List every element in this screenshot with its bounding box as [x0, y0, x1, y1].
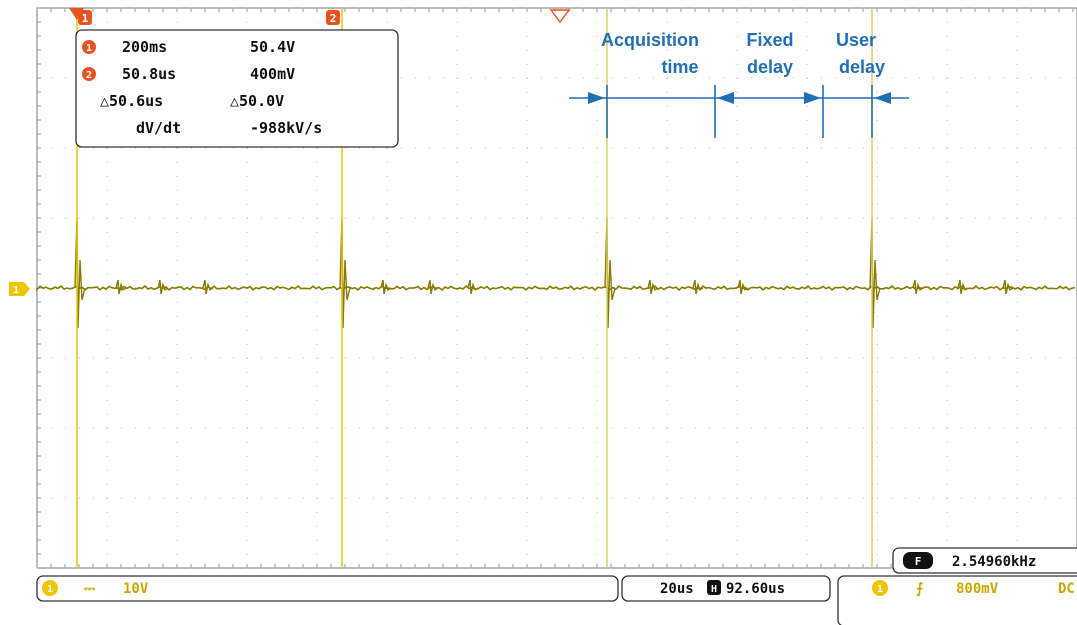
- timing-annotations: Acquisition time Fixed delay User delay: [601, 30, 885, 77]
- coupling-icon: ⎓: [84, 581, 96, 597]
- delta-voltage: △50.0V: [230, 92, 284, 110]
- acquisition-label-line2: time: [661, 57, 698, 77]
- trigger-level[interactable]: 800mV: [956, 581, 999, 597]
- slope-value: -988kV/s: [250, 119, 322, 137]
- trigger-slope-icon: ⨍: [916, 581, 923, 597]
- cursor-2-marker[interactable]: 2: [326, 10, 340, 25]
- slope-label: dV/dt: [136, 119, 181, 137]
- cursor-1-row-marker: 1: [86, 43, 92, 54]
- cursor-readout-panel: 1 200ms 50.4V 2 50.8us 400mV △50.6us △50…: [75, 29, 399, 148]
- user-delay-label-line1: User: [836, 30, 876, 50]
- cursor-1-time: 200ms: [122, 38, 167, 56]
- trigger-position-marker[interactable]: [549, 9, 571, 24]
- cursor-1-marker[interactable]: 1: [69, 8, 92, 25]
- cursor-1-voltage: 50.4V: [250, 38, 295, 56]
- status-bar: 1 ⎓ 10V 20us H 92.60us F 2.54960kHz 1 ⨍ …: [36, 547, 1077, 625]
- volts-per-div[interactable]: 10V: [123, 581, 149, 597]
- frequency-readout: 2.54960kHz: [952, 554, 1036, 570]
- cursor-2-time: 50.8us: [122, 65, 176, 83]
- user-delay-label-line2: delay: [839, 57, 885, 77]
- channel-1-ground-marker[interactable]: 1: [9, 282, 30, 296]
- horizontal-position-icon: H: [711, 584, 717, 595]
- arrow-fixed-end: [804, 92, 821, 104]
- delta-time: △50.6us: [100, 92, 163, 110]
- timebase[interactable]: 20us: [660, 581, 694, 597]
- fixed-delay-label-line2: delay: [747, 57, 793, 77]
- channel-1-ground-label: 1: [13, 285, 19, 296]
- frequency-icon: F: [915, 555, 922, 568]
- arrow-fixed-start: [717, 92, 734, 104]
- trigger-coupling[interactable]: DC: [1058, 581, 1075, 597]
- cursor-2-voltage: 400mV: [250, 65, 295, 83]
- arrow-acq-start: [588, 92, 605, 104]
- fixed-delay-label-line1: Fixed: [746, 30, 793, 50]
- trigger-channel-icon[interactable]: 1: [877, 584, 883, 595]
- horizontal-position[interactable]: 92.60us: [726, 581, 785, 597]
- timing-arrows: [569, 85, 909, 138]
- cursor-1-marker-label: 1: [82, 12, 89, 25]
- arrow-user-end: [874, 92, 891, 104]
- status-channel-icon[interactable]: 1: [47, 584, 53, 595]
- cursor-2-marker-label: 2: [330, 12, 337, 25]
- acquisition-label-line1: Acquisition: [601, 30, 699, 50]
- cursor-2-row-marker: 2: [86, 70, 92, 81]
